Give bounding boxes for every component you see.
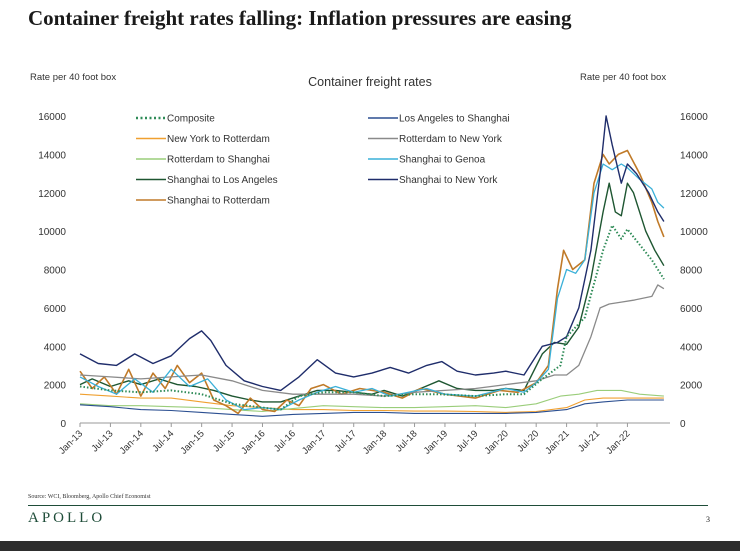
x-tick-label-5: Jul-15 bbox=[211, 428, 237, 454]
x-tick-label-0: Jan-13 bbox=[57, 428, 85, 456]
bottom-bar bbox=[0, 541, 740, 551]
series-lines bbox=[79, 115, 665, 417]
series-line-2 bbox=[79, 389, 664, 413]
series-line-5 bbox=[79, 399, 664, 417]
series-line-3 bbox=[79, 182, 665, 403]
left-y-tick-label-4: 8000 bbox=[44, 266, 67, 277]
slide-title: Container freight rates falling: Inflati… bbox=[28, 6, 572, 30]
left-y-tick-label-0: 0 bbox=[60, 419, 66, 430]
right-y-tick-label-5: 10000 bbox=[680, 227, 708, 238]
series-line-4 bbox=[79, 149, 665, 415]
x-axis: Jan-13 Jul-13 Jan-14 Jul-14 Jan-15 Jul-15 Jan-… bbox=[57, 423, 633, 457]
left-y-tick-label-5: 10000 bbox=[38, 227, 66, 238]
x-tick-label-6: Jan-16 bbox=[239, 428, 267, 456]
legend-label-7: Shanghai to Genoa bbox=[399, 155, 486, 166]
series-line-8 bbox=[79, 115, 665, 392]
x-tick-label-13: Jul-19 bbox=[454, 428, 480, 454]
x-tick-label-10: Jan-18 bbox=[361, 428, 389, 456]
right-y-tick-label-0: 0 bbox=[680, 419, 686, 430]
legend-label-0: Composite bbox=[167, 114, 215, 125]
left-y-tick-label-1: 2000 bbox=[44, 381, 67, 392]
legend-label-2: Rotterdam to Shanghai bbox=[167, 155, 270, 166]
right-y-tick-label-8: 16000 bbox=[680, 112, 708, 123]
legend-label-3: Shanghai to Los Angeles bbox=[167, 175, 278, 186]
series-line-1 bbox=[79, 393, 664, 413]
x-tick-label-3: Jul-14 bbox=[150, 428, 176, 454]
right-y-tick-label-6: 12000 bbox=[680, 189, 708, 200]
right-y-tick-label-1: 2000 bbox=[680, 381, 703, 392]
chart-title: Container freight rates bbox=[308, 75, 432, 89]
left-y-tick-label-6: 12000 bbox=[38, 189, 66, 200]
page-number: 3 bbox=[706, 515, 710, 524]
right-y-axis: 0 2000 4000 6000 8000 10000 12000 14000 16000 bbox=[680, 112, 708, 430]
x-tick-label-12: Jan-19 bbox=[422, 428, 450, 456]
x-tick-label-17: Jul-21 bbox=[576, 428, 602, 454]
x-tick-label-9: Jul-17 bbox=[333, 428, 359, 454]
left-axis-label: Rate per 40 foot box bbox=[30, 72, 116, 83]
left-y-tick-label-7: 14000 bbox=[38, 150, 66, 161]
legend: Composite New York to Rotterdam Rotterdam … bbox=[136, 114, 510, 207]
legend-label-5: Los Angeles to Shanghai bbox=[399, 114, 510, 125]
x-tick-label-1: Jul-13 bbox=[89, 428, 115, 454]
left-y-axis: 0 2000 4000 6000 8000 10000 12000 14000 16000 bbox=[38, 112, 66, 430]
right-y-tick-label-3: 6000 bbox=[680, 304, 703, 315]
right-y-tick-label-2: 4000 bbox=[680, 342, 703, 353]
legend-label-8: Shanghai to New York bbox=[399, 175, 498, 186]
x-tick-label-2: Jan-14 bbox=[118, 428, 146, 456]
right-axis-label: Rate per 40 foot box bbox=[580, 72, 666, 83]
right-y-tick-label-7: 14000 bbox=[680, 150, 708, 161]
x-tick-label-14: Jan-20 bbox=[483, 428, 511, 456]
left-y-tick-label-8: 16000 bbox=[38, 112, 66, 123]
x-tick-label-11: Jul-18 bbox=[394, 428, 420, 454]
legend-label-1: New York to Rotterdam bbox=[167, 134, 270, 145]
legend-label-6: Rotterdam to New York bbox=[399, 134, 503, 145]
series-line-7 bbox=[79, 163, 665, 411]
left-y-tick-label-2: 4000 bbox=[44, 342, 67, 353]
source-note: Source: WCI, Bloomberg, Apollo Chief Eco… bbox=[28, 494, 151, 500]
x-tick-label-15: Jul-20 bbox=[515, 428, 541, 454]
x-tick-label-4: Jan-15 bbox=[178, 428, 206, 456]
apollo-logo: APOLLO bbox=[28, 510, 106, 526]
x-tick-label-16: Jan-21 bbox=[543, 428, 571, 456]
freight-rates-chart: Container freight rates Rate per 40 foot… bbox=[30, 72, 708, 457]
x-tick-label-18: Jan-22 bbox=[604, 428, 632, 456]
series-line-6 bbox=[79, 284, 665, 397]
x-tick-label-7: Jul-16 bbox=[272, 428, 298, 454]
x-tick-label-8: Jan-17 bbox=[300, 428, 328, 456]
legend-label-4: Shanghai to Rotterdam bbox=[167, 196, 270, 207]
right-y-tick-label-4: 8000 bbox=[680, 266, 703, 277]
footer-divider bbox=[28, 505, 708, 506]
left-y-tick-label-3: 6000 bbox=[44, 304, 67, 315]
series-line-0 bbox=[79, 224, 665, 411]
